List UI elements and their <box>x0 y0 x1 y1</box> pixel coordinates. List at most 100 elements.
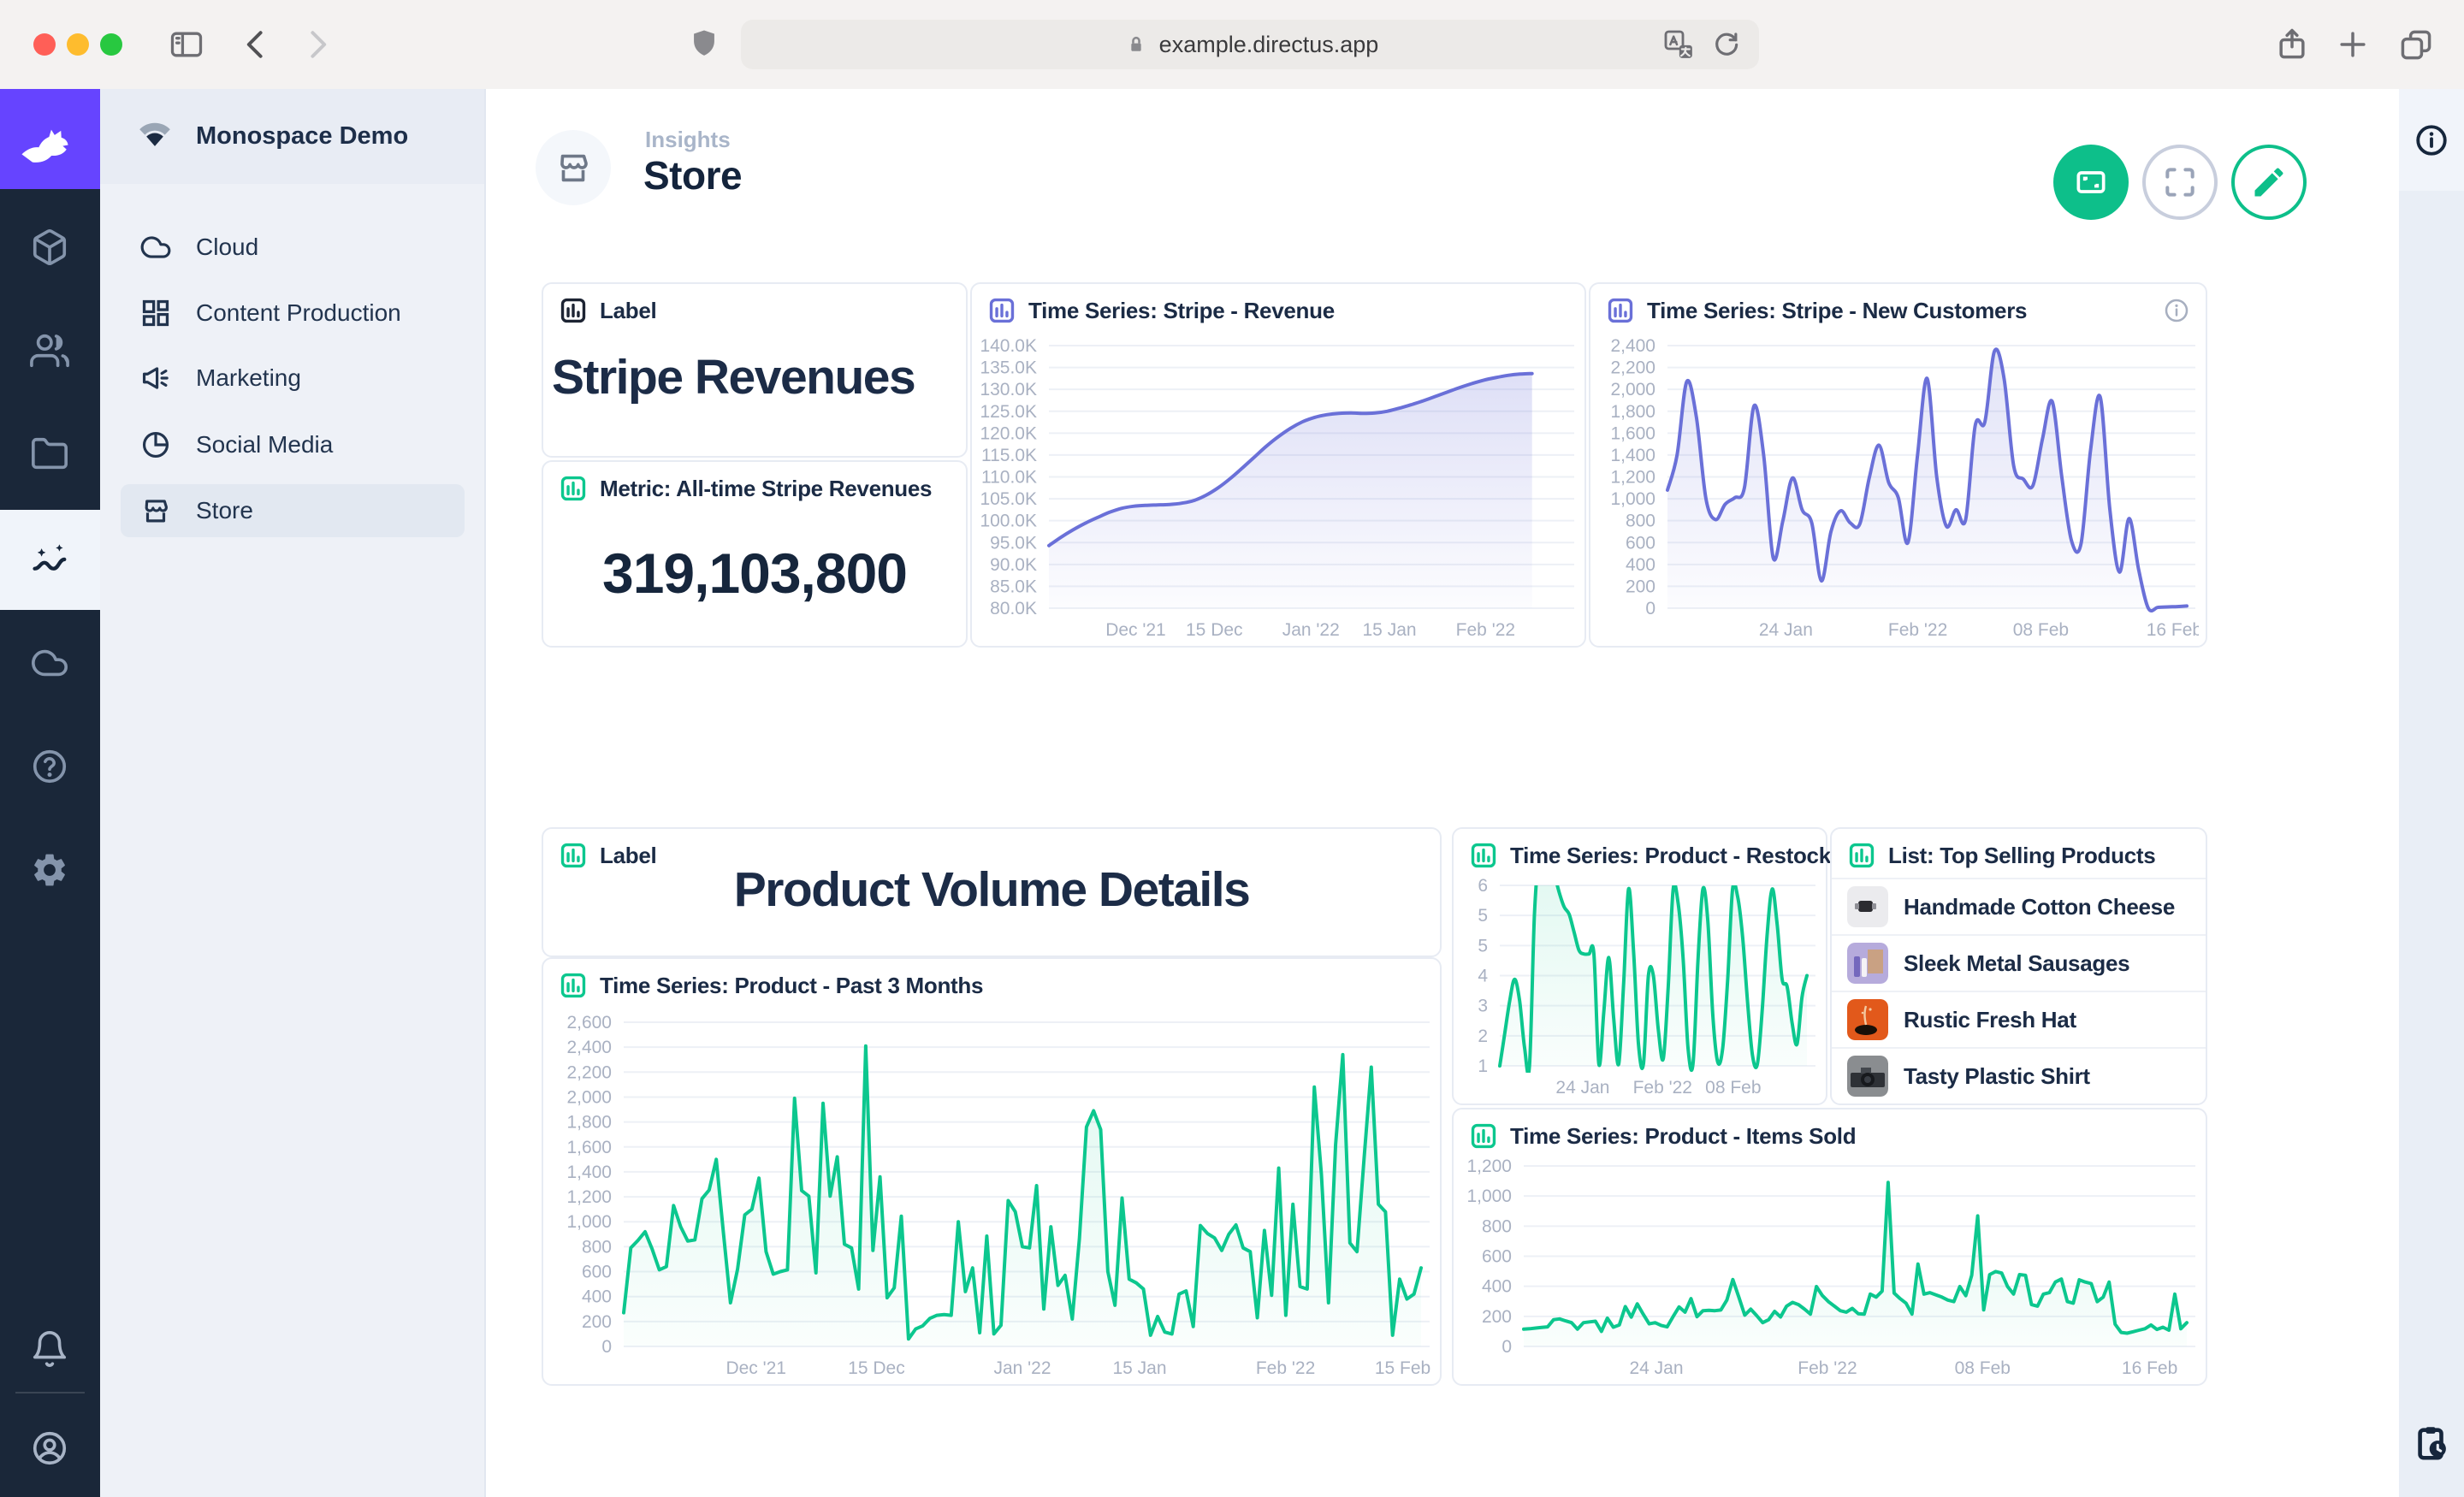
sidebar-toggle-icon[interactable] <box>168 26 205 63</box>
privacy-shield-icon[interactable] <box>685 26 723 63</box>
svg-text:2,600: 2,600 <box>566 1014 612 1033</box>
panel-list-top-selling-products[interactable]: List: Top Selling Products Handmade Cott… <box>1830 827 2207 1105</box>
svg-text:105.0K: 105.0K <box>980 489 1037 509</box>
svg-text:140.0K: 140.0K <box>980 337 1037 356</box>
label-text: Product Volume Details <box>733 862 1251 917</box>
module-content-icon[interactable] <box>25 222 74 272</box>
sidebar-item-social-media[interactable]: Social Media <box>121 418 465 471</box>
svg-text:135.0K: 135.0K <box>980 358 1037 378</box>
line-chart-past-3-months: 2,600 2,400 2,200 2,000 1,800 1,600 1,400 1,200… <box>550 1014 1433 1381</box>
window-minimize-button[interactable] <box>67 33 89 56</box>
list-item[interactable]: Rustic Fresh Hat <box>1832 991 2206 1047</box>
panel-time-series-stripe-revenue[interactable]: Time Series: Stripe - Revenue 140.0K 135.… <box>970 282 1586 648</box>
panel-metric-stripe-revenues[interactable]: Metric: All-time Stripe Revenues 319,103… <box>542 460 968 648</box>
tab-overview-icon[interactable] <box>2397 26 2435 63</box>
line-chart-items-sold: 1,200 1,000 800 600 400 200 0 24 Jan Feb '22 08 F… <box>1460 1157 2199 1381</box>
window-close-button[interactable] <box>33 33 56 56</box>
bar-chart-icon <box>559 474 588 503</box>
svg-text:Jan '22: Jan '22 <box>1282 620 1340 640</box>
svg-text:0: 0 <box>1502 1337 1512 1357</box>
svg-text:800: 800 <box>1482 1216 1512 1236</box>
svg-text:15 Feb: 15 Feb <box>1375 1358 1430 1378</box>
directus-logo[interactable] <box>0 89 100 189</box>
module-insights-icon[interactable] <box>0 510 100 610</box>
cloud-icon <box>140 236 171 258</box>
svg-text:1,000: 1,000 <box>1466 1186 1512 1206</box>
list-item[interactable]: Tasty Plastic Shirt <box>1832 1047 2206 1104</box>
forward-button-icon[interactable] <box>298 26 335 63</box>
translate-icon[interactable] <box>1661 27 1696 62</box>
svg-text:80.0K: 80.0K <box>990 599 1037 618</box>
svg-text:600: 600 <box>1626 533 1656 553</box>
fullscreen-button[interactable] <box>2142 145 2218 220</box>
bar-chart-icon <box>559 296 588 325</box>
browser-toolbar: example.directus.app <box>0 0 2464 91</box>
panel-label-stripe-revenues[interactable]: Label Stripe Revenues <box>542 282 968 458</box>
reload-icon[interactable] <box>1709 27 1744 62</box>
panel-time-series-new-customers[interactable]: Time Series: Stripe - New Customers 2,40… <box>1589 282 2207 648</box>
activity-log-section[interactable] <box>2399 1423 2464 1463</box>
svg-text:Feb '22: Feb '22 <box>1888 620 1947 640</box>
svg-text:1,400: 1,400 <box>566 1163 612 1182</box>
product-image <box>1847 886 1888 927</box>
svg-text:125.0K: 125.0K <box>980 402 1037 422</box>
panel-header: Time Series: Stripe - Revenue <box>1028 297 1335 323</box>
module-help-icon[interactable] <box>25 742 74 791</box>
panel-header: Metric: All-time Stripe Revenues <box>600 475 933 501</box>
module-files-icon[interactable] <box>25 429 74 479</box>
module-cloud-icon[interactable] <box>25 638 74 688</box>
svg-text:5: 5 <box>1478 936 1488 956</box>
bar-chart-icon <box>987 296 1016 325</box>
list-item[interactable]: Sleek Metal Sausages <box>1832 934 2206 991</box>
right-sidebar <box>2399 89 2464 1497</box>
bar-chart-icon <box>1469 841 1498 870</box>
svg-text:1,200: 1,200 <box>1466 1157 1512 1176</box>
svg-text:1,600: 1,600 <box>566 1138 612 1157</box>
svg-text:08 Feb: 08 Feb <box>1705 1078 1761 1098</box>
window-zoom-button[interactable] <box>100 33 122 56</box>
svg-text:1,600: 1,600 <box>1610 423 1656 443</box>
svg-text:200: 200 <box>1626 577 1656 596</box>
svg-text:6: 6 <box>1478 877 1488 896</box>
notifications-bell-icon[interactable] <box>25 1324 74 1374</box>
panel-time-series-restocks[interactable]: Time Series: Product - Restocks 6 5 5 4 3 2 1 2… <box>1452 827 1843 1105</box>
svg-text:2,200: 2,200 <box>566 1062 612 1082</box>
svg-text:3: 3 <box>1478 997 1488 1016</box>
info-icon[interactable] <box>2163 297 2190 324</box>
back-button-icon[interactable] <box>238 26 275 63</box>
svg-text:1,800: 1,800 <box>566 1113 612 1133</box>
sidebar-info-section[interactable] <box>2399 89 2464 191</box>
sidebar-item-store[interactable]: Store <box>121 484 465 537</box>
svg-text:16 Feb: 16 Feb <box>2122 1358 2177 1378</box>
svg-text:400: 400 <box>1626 555 1656 575</box>
module-settings-icon[interactable] <box>25 845 74 895</box>
bar-chart-icon <box>559 971 588 1000</box>
breadcrumb[interactable]: Insights <box>645 127 731 152</box>
address-bar[interactable]: example.directus.app <box>741 20 1759 69</box>
svg-text:600: 600 <box>1482 1247 1512 1267</box>
list-item[interactable]: Handmade Cotton Cheese <box>1832 878 2206 934</box>
panel-header: Label <box>600 297 657 323</box>
panel-label-product-volume[interactable]: Label Product Volume Details <box>542 827 1442 957</box>
project-logo-icon <box>136 120 174 154</box>
svg-text:Feb '22: Feb '22 <box>1456 620 1515 640</box>
sidebar-item-marketing[interactable]: Marketing <box>121 352 465 405</box>
clipboard-clock-icon <box>2412 1423 2451 1463</box>
lock-icon <box>1122 30 1151 59</box>
svg-text:85.0K: 85.0K <box>990 577 1037 596</box>
new-tab-icon[interactable] <box>2334 26 2372 63</box>
info-icon <box>2414 122 2449 158</box>
edit-dashboard-button[interactable] <box>2231 145 2307 220</box>
panel-time-series-items-sold[interactable]: Time Series: Product - Items Sold 1,200 1… <box>1452 1108 2207 1386</box>
panel-time-series-past-3-months[interactable]: Time Series: Product - Past 3 Months 2,6… <box>542 957 1442 1386</box>
module-users-icon[interactable] <box>25 326 74 376</box>
product-image <box>1847 1056 1888 1097</box>
sidebar-item-content-production[interactable]: Content Production <box>121 287 465 340</box>
share-icon[interactable] <box>2273 26 2311 63</box>
sidebar-item-cloud[interactable]: Cloud <box>121 221 465 274</box>
svg-text:2,200: 2,200 <box>1610 358 1656 378</box>
svg-text:1,800: 1,800 <box>1610 402 1656 422</box>
auto-refresh-button[interactable] <box>2053 145 2129 220</box>
user-avatar-icon[interactable] <box>25 1423 74 1473</box>
project-header[interactable]: Monospace Demo <box>100 89 484 184</box>
